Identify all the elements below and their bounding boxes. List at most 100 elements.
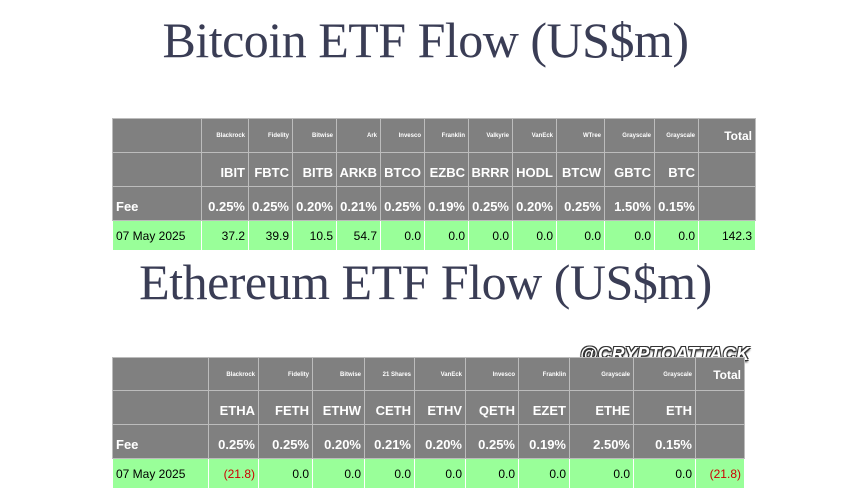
ticker-cell: ARKB: [336, 152, 381, 187]
fee-cell: 1.50%: [604, 186, 655, 221]
fee-label: Fee: [112, 186, 202, 221]
ticker-cell: CETH: [364, 390, 415, 425]
fee-cell: 0.21%: [336, 186, 381, 221]
flow-total: (21.8): [695, 458, 745, 489]
corner-cell: [112, 390, 209, 425]
total-header: Total: [695, 357, 745, 391]
issuer-cell: Franklin: [518, 357, 570, 391]
flow-cell: 0.0: [654, 220, 699, 251]
fee-label: Fee: [112, 424, 209, 459]
flow-cell: 0.0: [512, 220, 557, 251]
ticker-cell: EZBC: [424, 152, 469, 187]
fee-row: Fee 0.25% 0.25% 0.20% 0.21% 0.20% 0.25% …: [112, 424, 745, 459]
flow-total: 142.3: [698, 220, 756, 251]
fee-cell: 0.25%: [201, 186, 249, 221]
ethereum-etf-title: Ethereum ETF Flow (US$m): [139, 254, 712, 310]
ticker-cell: BRRR: [468, 152, 513, 187]
issuer-cell: Fidelity: [258, 357, 313, 391]
ticker-cell: ETHV: [414, 390, 466, 425]
fee-row: Fee 0.25% 0.25% 0.20% 0.21% 0.25% 0.19% …: [112, 186, 756, 221]
ticker-cell: BTCW: [556, 152, 605, 187]
issuer-row: Blackrock Fidelity Bitwise Ark Invesco F…: [112, 118, 756, 153]
flow-cell: 0.0: [604, 220, 655, 251]
ticker-cell: BTC: [654, 152, 699, 187]
corner-cell: [112, 357, 209, 391]
fee-cell: 0.25%: [468, 186, 513, 221]
ticker-cell: QETH: [465, 390, 519, 425]
issuer-cell: Bitwise: [292, 118, 337, 153]
ticker-row: IBIT FBTC BITB ARKB BTCO EZBC BRRR HODL …: [112, 152, 756, 187]
flow-cell: 39.9: [248, 220, 293, 251]
flow-row: 07 May 2025 37.2 39.9 10.5 54.7 0.0 0.0 …: [112, 220, 756, 251]
empty-cell: [698, 186, 756, 221]
fee-cell: 0.15%: [633, 424, 696, 459]
corner-cell: [112, 152, 202, 187]
issuer-cell: Blackrock: [201, 118, 249, 153]
flow-cell: 0.0: [424, 220, 469, 251]
issuer-cell: Bitwise: [312, 357, 365, 391]
ticker-cell: EZET: [518, 390, 570, 425]
issuer-cell: Valkyrie: [468, 118, 513, 153]
fee-cell: 0.19%: [424, 186, 469, 221]
flow-row: 07 May 2025 (21.8) 0.0 0.0 0.0 0.0 0.0 0…: [112, 458, 745, 489]
fee-cell: 0.20%: [414, 424, 466, 459]
fee-cell: 0.25%: [556, 186, 605, 221]
ticker-cell: BITB: [292, 152, 337, 187]
issuer-cell: Grayscale: [604, 118, 655, 153]
ticker-cell: ETHW: [312, 390, 365, 425]
fee-cell: 0.25%: [208, 424, 259, 459]
flow-cell: 0.0: [633, 458, 696, 489]
issuer-cell: Grayscale: [569, 357, 634, 391]
flow-cell: 0.0: [414, 458, 466, 489]
issuer-cell: Blackrock: [208, 357, 259, 391]
bitcoin-etf-title: Bitcoin ETF Flow (US$m): [162, 12, 689, 68]
fee-cell: 0.21%: [364, 424, 415, 459]
issuer-cell: Ark: [336, 118, 381, 153]
flow-cell: 0.0: [468, 220, 513, 251]
ticker-cell: IBIT: [201, 152, 249, 187]
flow-cell: 0.0: [556, 220, 605, 251]
flow-cell: 0.0: [465, 458, 519, 489]
fee-cell: 0.20%: [312, 424, 365, 459]
issuer-cell: Invesco: [465, 357, 519, 391]
issuer-cell: Grayscale: [633, 357, 696, 391]
fee-cell: 0.20%: [292, 186, 337, 221]
issuer-row: Blackrock Fidelity Bitwise 21 Shares Van…: [112, 357, 745, 391]
fee-cell: 0.15%: [654, 186, 699, 221]
flow-cell: 0.0: [258, 458, 313, 489]
ticker-cell: ETH: [633, 390, 696, 425]
ethereum-etf-table: Blackrock Fidelity Bitwise 21 Shares Van…: [112, 357, 745, 489]
issuer-cell: WTree: [556, 118, 605, 153]
ticker-cell: ETHA: [208, 390, 259, 425]
ticker-cell: BTCO: [380, 152, 425, 187]
flow-cell: 10.5: [292, 220, 337, 251]
ticker-cell: HODL: [512, 152, 557, 187]
ticker-cell: ETHE: [569, 390, 634, 425]
issuer-cell: Invesco: [380, 118, 425, 153]
fee-cell: 0.25%: [380, 186, 425, 221]
corner-cell: [112, 118, 202, 153]
issuer-cell: Grayscale: [654, 118, 699, 153]
issuer-cell: Franklin: [424, 118, 469, 153]
fee-cell: 0.20%: [512, 186, 557, 221]
empty-cell: [698, 152, 756, 187]
issuer-cell: VanEck: [414, 357, 466, 391]
fee-cell: 0.25%: [465, 424, 519, 459]
issuer-cell: 21 Shares: [364, 357, 415, 391]
flow-cell: 0.0: [569, 458, 634, 489]
fee-cell: 0.25%: [258, 424, 313, 459]
empty-cell: [695, 390, 745, 425]
flow-cell: 54.7: [336, 220, 381, 251]
bitcoin-etf-table: Blackrock Fidelity Bitwise Ark Invesco F…: [112, 118, 756, 251]
flow-cell: 37.2: [201, 220, 249, 251]
ticker-cell: FETH: [258, 390, 313, 425]
flow-cell: 0.0: [380, 220, 425, 251]
flow-date: 07 May 2025: [112, 458, 209, 489]
fee-cell: 0.25%: [248, 186, 293, 221]
flow-cell: 0.0: [364, 458, 415, 489]
ticker-cell: FBTC: [248, 152, 293, 187]
fee-cell: 0.19%: [518, 424, 570, 459]
issuer-cell: Fidelity: [248, 118, 293, 153]
flow-cell: (21.8): [208, 458, 259, 489]
empty-cell: [695, 424, 745, 459]
